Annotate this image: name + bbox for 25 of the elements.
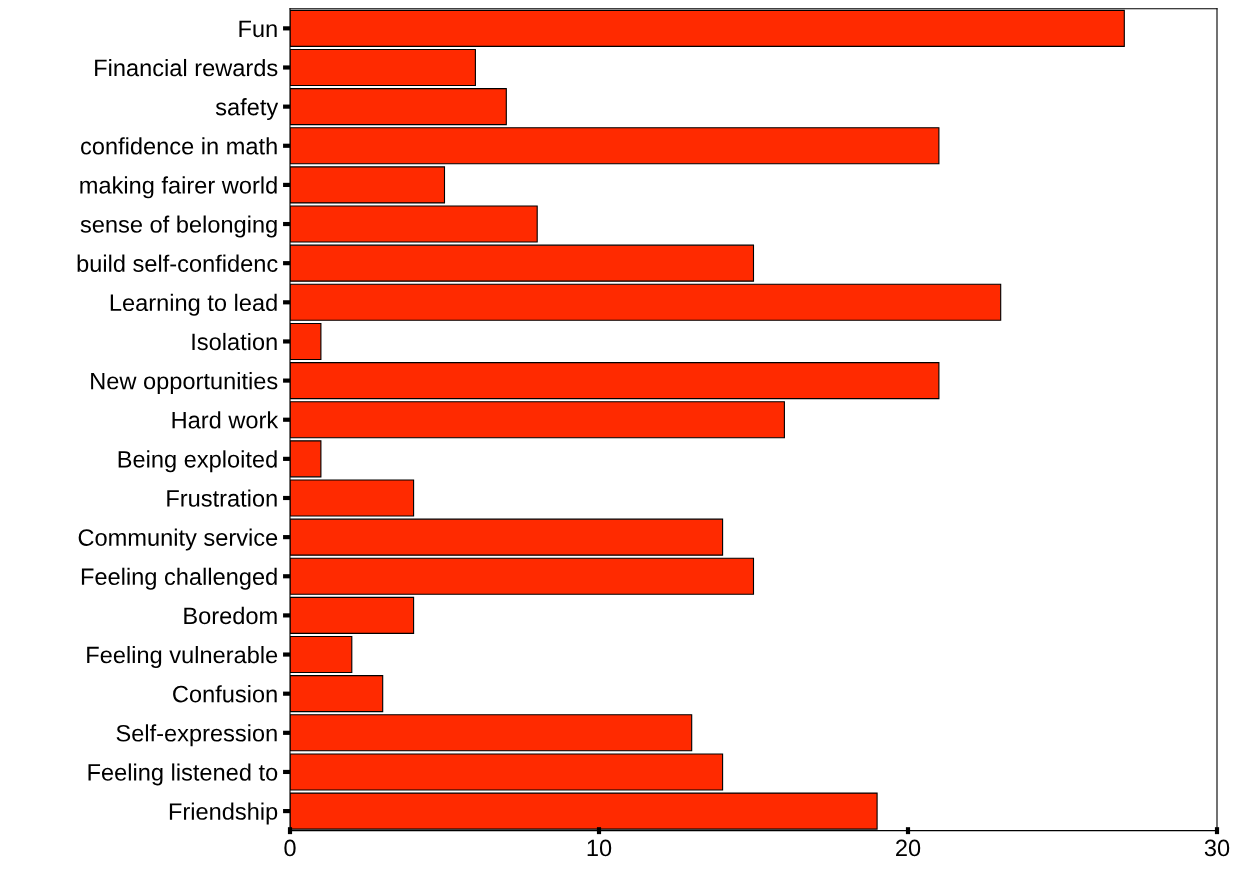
y-tick-label: Self-expression	[116, 724, 277, 747]
y-tick-label: making fairer world	[80, 176, 277, 199]
y-tick-label: safety	[215, 98, 279, 121]
x-tick-label: 0	[284, 839, 296, 857]
y-tick-label: Friendship	[169, 802, 278, 825]
y-tick-label: New opportunities	[91, 372, 278, 395]
y-tick-label: Fun	[239, 20, 277, 38]
y-tick-label: Feeling listened to	[88, 763, 278, 786]
y-tick-label: Feeling challenged	[81, 567, 277, 590]
y-tick-label: build self-confidenc	[77, 254, 278, 272]
y-tick-label: Community service	[78, 528, 278, 551]
y-tick-label: Hard work	[172, 411, 279, 429]
y-tick-label: Confusion	[173, 685, 277, 703]
x-tick-label: 20	[896, 839, 921, 857]
y-tick-label: Isolation	[192, 332, 277, 351]
x-tick-label: 30	[1204, 839, 1230, 857]
y-tick-label: confidence in math	[81, 137, 277, 155]
y-tick-label: Learning to lead	[110, 293, 277, 316]
y-tick-label: Being exploited	[118, 450, 277, 473]
y-tick-label: Feeling vulnerable	[87, 645, 278, 668]
y-tick-label: Boredom	[184, 606, 277, 625]
y-tick-label: sense of belonging	[80, 215, 277, 238]
y-tick-label: Frustration	[167, 489, 277, 507]
x-tick-label: 10	[587, 839, 612, 857]
y-tick-label: Financial rewards	[95, 58, 278, 77]
